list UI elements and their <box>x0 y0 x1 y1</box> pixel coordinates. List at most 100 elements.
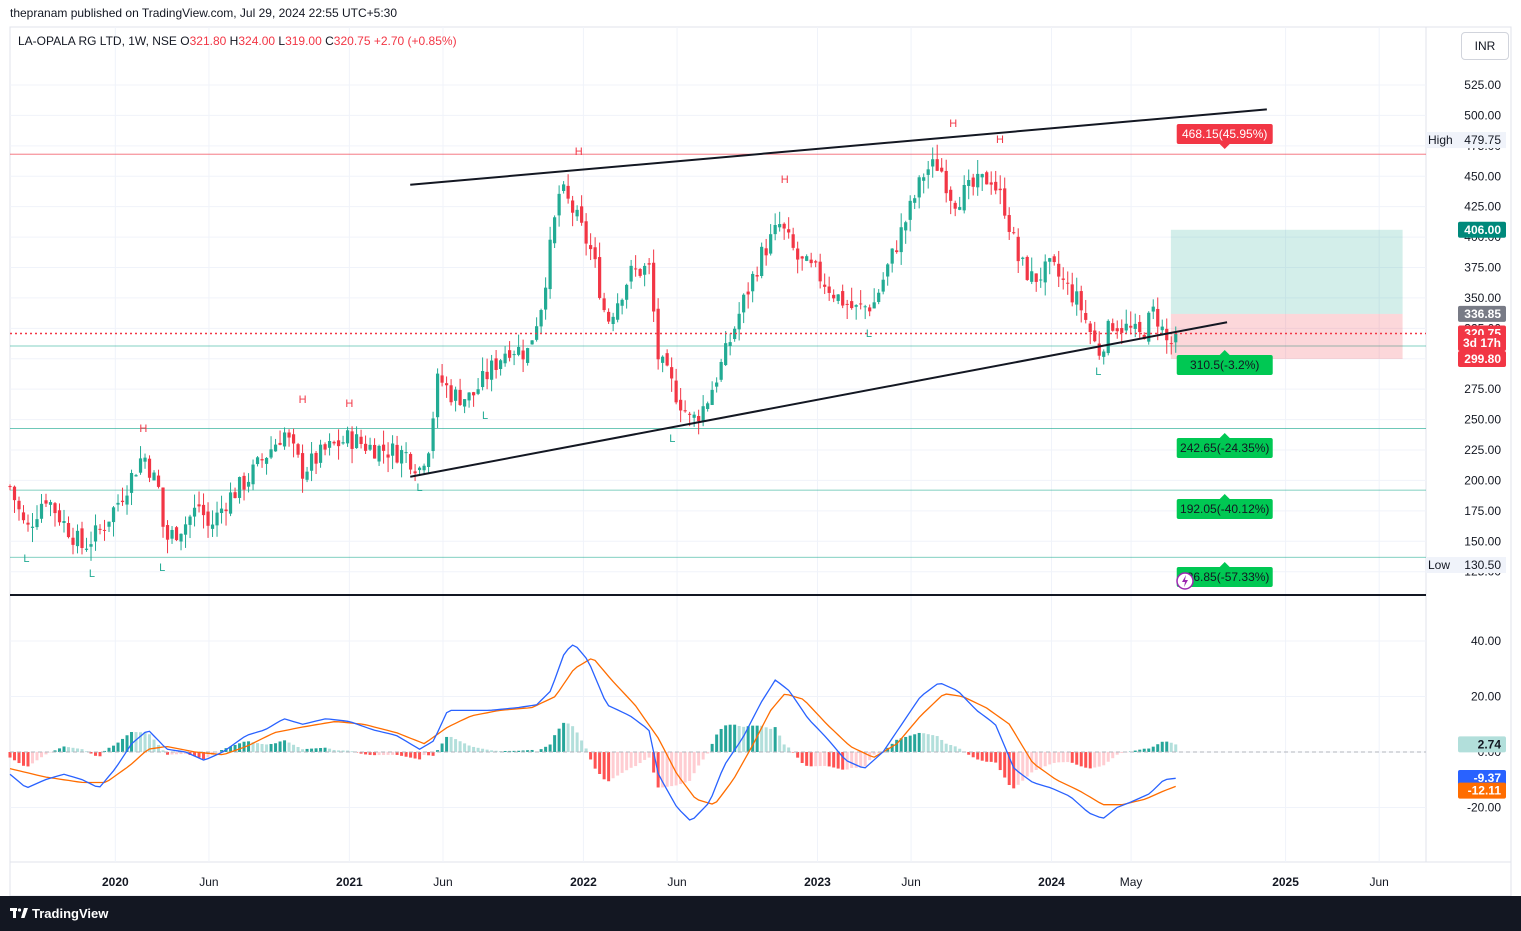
histogram-bar <box>1133 750 1137 752</box>
level-labels: 468.15(45.95%) 310.5(-3.2%) 242.65(-24.35%… <box>1176 124 1273 590</box>
price-axis-badge: 299.80 <box>1464 352 1501 366</box>
histogram-bar <box>107 747 111 752</box>
histogram-bar <box>1079 752 1083 767</box>
close-label: C <box>325 34 334 48</box>
histogram-bar <box>661 752 665 788</box>
candle-body <box>665 353 669 366</box>
candle-body <box>1133 323 1137 329</box>
histogram-bar <box>449 736 453 752</box>
upper-channel-line <box>410 108 1267 186</box>
histogram-bar <box>377 752 381 756</box>
open-value: 321.80 <box>189 34 227 48</box>
candle-body <box>980 174 984 178</box>
candle-body <box>742 294 746 313</box>
time-tick-label: 2025 <box>1272 875 1299 889</box>
histogram-bar <box>508 750 512 752</box>
candle-body <box>269 449 273 458</box>
candle-body <box>242 475 246 490</box>
tradingview-brand: TradingView <box>32 906 109 921</box>
macd-tick-label: -20.00 <box>1467 801 1501 815</box>
histogram-bar <box>778 735 782 752</box>
candle-body <box>327 441 332 448</box>
candle-body <box>832 294 836 299</box>
histogram-bar <box>382 752 386 755</box>
time-axis[interactable]: 2020 Jun 2021 Jun 2022 Jun 2023 Jun 2024 May 2025 J… <box>102 875 1389 889</box>
candle-body <box>300 453 305 479</box>
candle-body <box>444 383 449 386</box>
candle-body <box>278 442 282 445</box>
candle-body <box>26 522 30 525</box>
histogram-bar <box>904 736 908 752</box>
candle-body <box>850 301 854 309</box>
tradingview-logo-icon <box>10 908 28 918</box>
histogram-bar <box>922 733 926 752</box>
histogram-bar <box>710 743 714 752</box>
histogram-bar <box>251 742 255 752</box>
candle-body <box>688 413 692 415</box>
histogram-bar <box>1021 752 1025 781</box>
candle-body <box>1030 271 1034 282</box>
tradingview-logo[interactable]: TradingView <box>10 906 108 921</box>
price-axis-badge: 3d 17h <box>1463 336 1501 350</box>
price-tick-label: 150.00 <box>1464 534 1501 548</box>
histogram-bar <box>238 743 242 752</box>
candle-body <box>593 247 597 260</box>
candle-body <box>508 350 512 358</box>
histogram-bar <box>692 752 696 774</box>
price-tick-label: 200.00 <box>1464 473 1501 487</box>
candle-body <box>634 268 638 270</box>
candle-body <box>30 526 35 528</box>
candle-body <box>737 313 741 330</box>
candle-body <box>589 245 593 250</box>
candle-body <box>809 259 813 264</box>
candle-body <box>670 367 674 379</box>
candle-body <box>1151 306 1155 312</box>
trendlines[interactable] <box>410 108 1267 478</box>
histogram-bar <box>184 752 188 754</box>
histogram-bar <box>17 752 21 764</box>
pane-divider[interactable] <box>10 594 1426 596</box>
macd-value-badge: -9.37 <box>1474 771 1502 785</box>
candle-body <box>913 198 917 203</box>
histogram-bar <box>103 750 107 752</box>
histogram-bar <box>373 752 377 756</box>
candle-body <box>390 443 395 456</box>
candle-body <box>881 279 885 292</box>
candle-body <box>453 389 458 401</box>
candle-body <box>116 502 120 505</box>
candle-body <box>782 223 786 229</box>
footer-bar <box>0 896 1521 931</box>
price-axis[interactable]: 525.00500.00475.00450.00425.00400.00375.… <box>1464 78 1501 815</box>
candle-body <box>1075 291 1079 305</box>
position-tool[interactable] <box>1170 229 1403 360</box>
candle-body <box>1088 323 1092 333</box>
histogram-bar <box>836 752 840 769</box>
histogram-bar <box>782 744 786 752</box>
candle-body <box>494 358 498 370</box>
histogram-bar <box>35 752 39 761</box>
histogram-bar <box>175 752 179 755</box>
price-tick-label: 250.00 <box>1464 413 1501 427</box>
histogram-bar <box>1138 749 1142 752</box>
histogram-bar <box>764 727 768 752</box>
candle-body <box>120 500 125 503</box>
currency-button[interactable]: INR <box>1461 32 1509 60</box>
candle-body <box>345 430 350 444</box>
candle-body <box>1147 312 1151 342</box>
histogram-bar <box>1043 752 1047 767</box>
price-tick-label: 225.00 <box>1464 443 1501 457</box>
candle-body <box>571 200 575 213</box>
histogram-bar <box>22 752 26 766</box>
histogram-bar <box>787 747 791 752</box>
histogram-bar <box>301 749 305 752</box>
time-tick-label: 2021 <box>336 875 363 889</box>
candle-body <box>1097 343 1101 356</box>
macd-value-badge-bg <box>1458 770 1506 787</box>
histogram-bar <box>1160 741 1164 752</box>
level-tag-label: 192.05(-40.12%) <box>1180 502 1269 516</box>
histogram-bar <box>553 735 557 752</box>
histogram-bar <box>530 749 534 752</box>
candle-body <box>976 173 980 188</box>
low-value: 319.00 <box>285 34 322 48</box>
